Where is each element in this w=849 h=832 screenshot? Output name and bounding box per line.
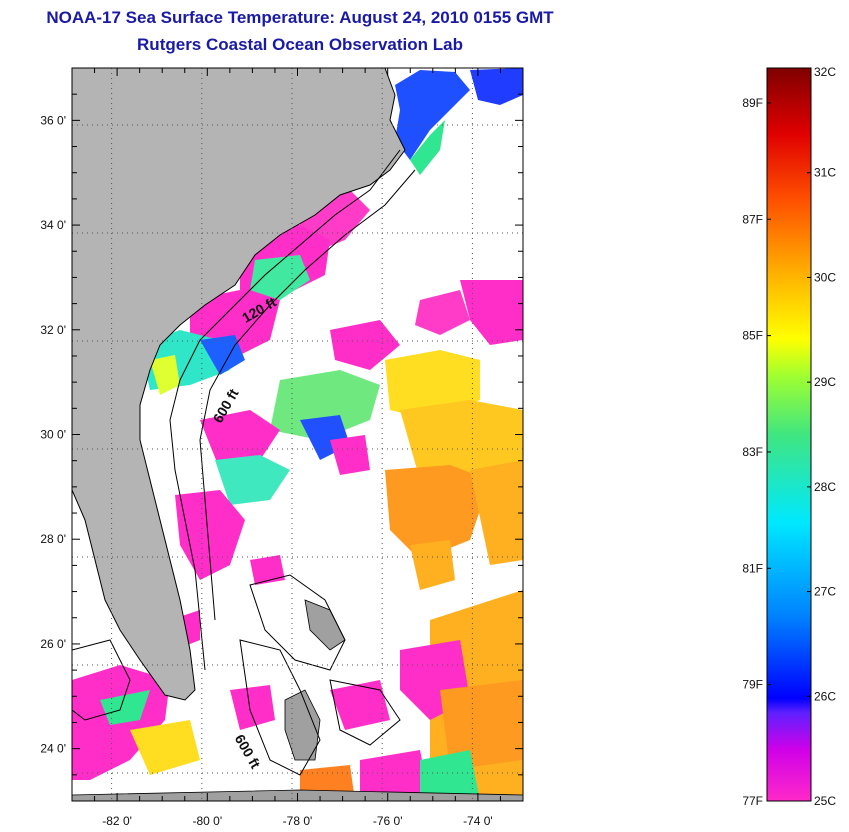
celsius-label: 27C xyxy=(814,585,836,599)
fahrenheit-label: 87F xyxy=(742,212,763,226)
lat-tick-label: 36 0' xyxy=(40,113,66,127)
land-mainland xyxy=(72,68,406,701)
lat-tick-label: 32 0' xyxy=(40,323,66,337)
lon-tick-label: -80 0' xyxy=(192,814,222,828)
colorbar xyxy=(766,67,812,802)
map-content xyxy=(72,68,523,801)
lon-tick-label: -74 0' xyxy=(463,814,493,828)
fahrenheit-label: 83F xyxy=(742,445,763,459)
celsius-label: 31C xyxy=(814,166,836,180)
map-title: NOAA-17 Sea Surface Temperature: August … xyxy=(46,8,554,27)
map-subtitle: Rutgers Coastal Ocean Observation Lab xyxy=(137,35,463,54)
lon-tick-label: -78 0' xyxy=(283,814,313,828)
lat-tick-label: 34 0' xyxy=(40,218,66,232)
fahrenheit-label: 79F xyxy=(742,678,763,692)
lon-tick-label: -76 0' xyxy=(373,814,403,828)
contour-label: 600 ft xyxy=(232,732,264,772)
fahrenheit-label: 85F xyxy=(742,329,763,343)
axis-ticks: -82 0' -80 0' -78 0' -76 0' -74 0' 36 0' 34 0'… xyxy=(40,67,524,828)
celsius-label: 25C xyxy=(814,794,836,808)
grid-lines xyxy=(72,68,523,801)
celsius-label: 26C xyxy=(814,689,836,703)
fahrenheit-label: 89F xyxy=(742,96,763,110)
lat-tick-label: 30 0' xyxy=(40,428,66,442)
lon-tick-label: -82 0' xyxy=(102,814,132,828)
lat-tick-label: 24 0' xyxy=(40,742,66,756)
fahrenheit-label: 81F xyxy=(742,561,763,575)
fahrenheit-label: 77F xyxy=(742,794,763,808)
colorbar-ticks: 32C 31C 30C 29C 28C 27C 26C 25C 89F 87F 85F 83F 81F 7… xyxy=(742,65,836,808)
celsius-label: 32C xyxy=(814,65,836,79)
bathymetry-contours xyxy=(72,149,416,776)
celsius-label: 30C xyxy=(814,270,836,284)
lat-tick-label: 26 0' xyxy=(40,637,66,651)
celsius-label: 28C xyxy=(814,480,836,494)
sst-patches xyxy=(72,68,523,801)
lat-tick-label: 28 0' xyxy=(40,532,66,546)
celsius-label: 29C xyxy=(814,375,836,389)
